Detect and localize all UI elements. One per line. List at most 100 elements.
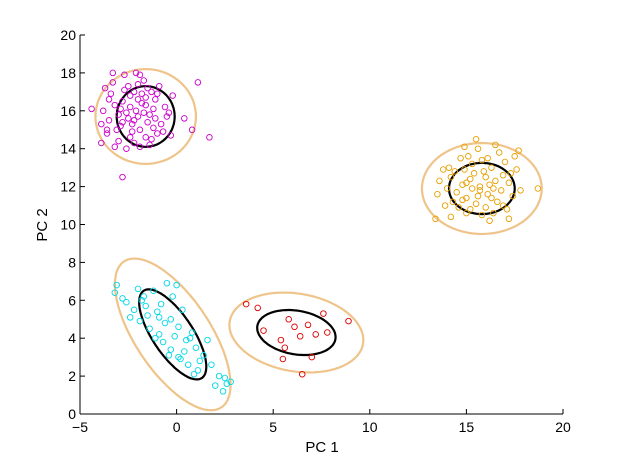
y-tick-label: 12 [60,179,76,195]
data-point [211,382,219,389]
data-point [478,211,486,219]
data-point [513,166,520,173]
data-point [221,374,229,382]
data-point [152,115,159,122]
data-point [126,92,134,99]
y-tick-label: 0 [68,406,76,422]
data-point [146,111,153,118]
data-point [136,143,144,151]
data-point [455,204,462,211]
data-point [192,344,200,351]
data-point [123,109,130,116]
data-point [296,333,304,340]
data-point [476,183,484,190]
data-point [134,96,142,103]
data-point [463,179,470,187]
data-point [103,126,111,134]
data-point [439,166,447,173]
data-point [119,295,126,302]
data-point [432,215,439,223]
data-point [503,206,511,213]
data-point [130,117,138,124]
data-point [515,147,522,154]
y-axis-title: PC 2 [34,208,51,241]
data-point [144,312,151,319]
data-point [447,213,455,221]
data-point [115,111,122,118]
data-point [242,300,250,308]
data-point [490,185,497,192]
data-point [119,118,126,126]
outer-confidence-ellipse [94,67,197,166]
data-point [291,323,298,331]
y-tick-label: 8 [68,254,76,270]
outer-confidence-ellipse [228,291,365,374]
y-tick-label: 14 [60,141,76,157]
data-point [113,281,120,289]
data-point [534,185,542,192]
data-point [447,173,455,181]
data-point [132,107,140,115]
data-point [140,293,148,300]
data-point [517,187,524,194]
data-point [490,209,497,217]
data-point [190,370,198,378]
data-point [126,103,134,111]
data-point [171,333,178,340]
data-point [173,281,180,289]
data-point [184,361,192,368]
outer-confidence-ellipse [113,257,232,412]
data-point [150,105,157,113]
data-point [117,122,124,130]
data-point [511,153,518,160]
data-point [279,355,287,363]
data-point [175,353,182,361]
y-tick-label: 16 [60,103,76,119]
data-point [144,84,151,92]
data-point [308,353,316,361]
data-point [152,334,159,342]
data-point [101,84,109,92]
data-point [507,170,515,177]
data-point [150,287,157,295]
data-point [134,81,142,88]
data-point [304,321,312,329]
data-point [159,338,167,346]
data-point [223,380,231,387]
data-point [142,94,149,101]
data-point [206,134,213,141]
data-point [125,82,132,90]
data-point [470,170,478,177]
data-point [167,132,175,139]
data-point [157,120,165,128]
data-point [115,137,122,145]
data-point [467,206,474,213]
y-tick-label: 4 [68,330,76,346]
data-point [260,327,267,334]
data-point [146,141,153,149]
data-point [219,388,227,395]
data-point [312,331,319,338]
data-point [167,346,175,353]
data-point [117,105,124,113]
cluster-series [242,300,352,378]
data-point [436,177,443,185]
y-tick-label: 18 [60,65,76,81]
data-point [119,98,126,105]
data-point [169,293,176,300]
data-point [144,118,151,126]
data-point [472,135,480,143]
data-point [111,289,119,296]
data-point [499,171,507,179]
data-point [165,352,173,359]
inner-confidence-ellipse [138,288,208,381]
data-point [324,329,331,336]
data-point [445,164,453,171]
data-point [150,124,157,132]
data-point [111,101,119,109]
data-point [113,126,120,134]
data-point [157,300,165,308]
y-tick-label: 2 [68,368,76,384]
